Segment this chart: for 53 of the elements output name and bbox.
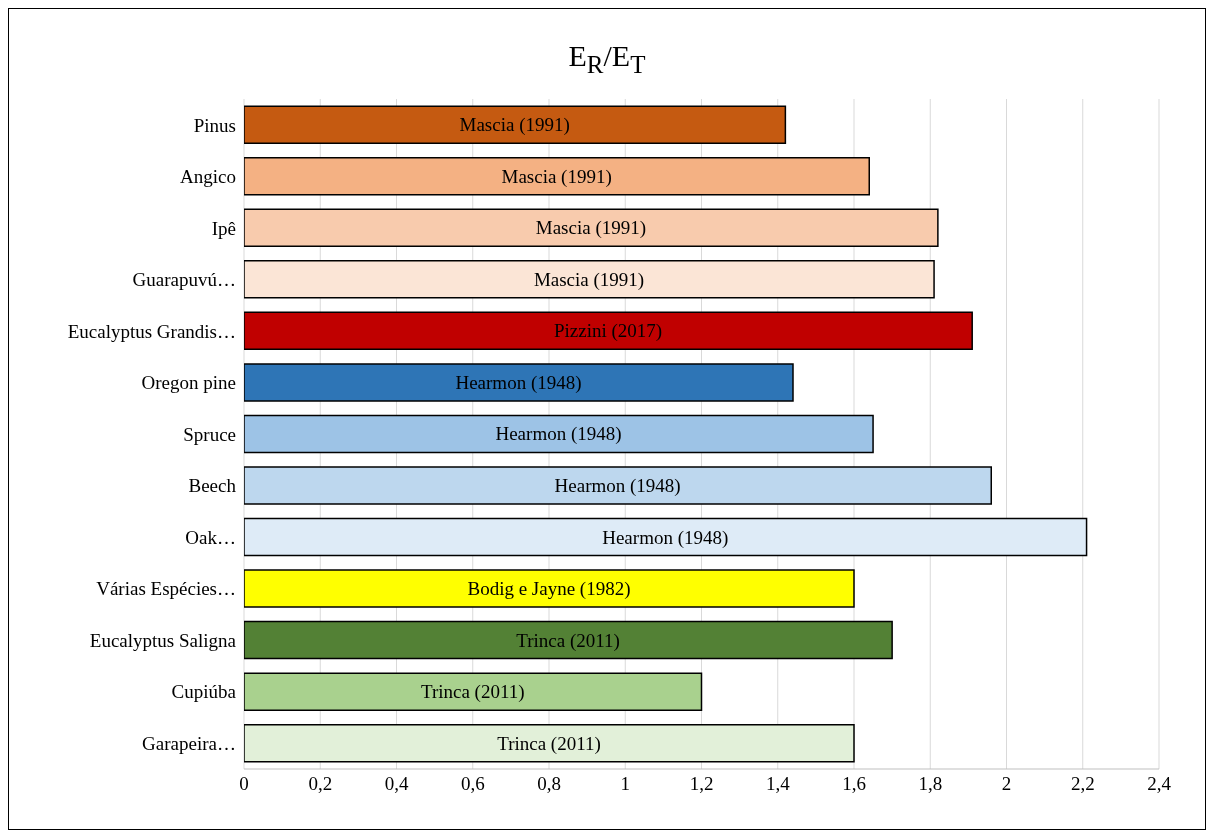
- x-tick-label: 0,4: [384, 773, 409, 795]
- annotation: Mascia (1991): [535, 217, 647, 240]
- bar: [244, 157, 870, 196]
- annotation: Mascia (1991): [533, 268, 645, 291]
- x-tick-label: 0,8: [537, 773, 561, 795]
- annotation: Trinca (2011): [497, 732, 601, 755]
- y-tick-label: Beech: [188, 475, 237, 497]
- x-tick-label: 2: [1001, 773, 1012, 795]
- bar: [244, 311, 973, 351]
- bar: [244, 466, 992, 505]
- bar: [244, 208, 939, 248]
- x-tick-label: 0: [239, 773, 249, 795]
- x-tick-label: 1: [620, 773, 630, 795]
- y-tick-label: Eucalyptus Saligna: [89, 629, 237, 651]
- annotation: Hearmon (1948): [455, 371, 582, 394]
- annotation: Trinca (2011): [516, 629, 620, 652]
- annotation: Hearmon (1948): [602, 526, 729, 549]
- annotation: Hearmon (1948): [554, 474, 681, 497]
- annotation: Bodig e Jayne (1982): [467, 578, 631, 601]
- y-tick-label: Eucalyptus Grandis…: [67, 320, 236, 342]
- annotation: Hearmon (1948): [495, 423, 622, 446]
- y-tick-label: Guarapuvú…: [132, 269, 236, 291]
- bar: [244, 363, 794, 402]
- annotation: Mascia (1991): [459, 114, 570, 137]
- bar: [244, 723, 855, 763]
- y-tick-label: Cupiúba: [171, 681, 237, 703]
- annotation: Mascia (1991): [501, 165, 612, 188]
- y-tick-label: Ipê: [211, 217, 236, 239]
- chart-title: E$_{R}$/E$_{T}$: [567, 38, 647, 80]
- y-tick-label: Pinus: [193, 114, 236, 136]
- bar: [244, 260, 935, 299]
- annotation: Trinca (2011): [420, 681, 525, 704]
- y-tick-label: Oregon pine: [141, 372, 236, 394]
- x-tick-label: 1,2: [689, 773, 714, 795]
- y-tick-label: Várias Espécies…: [96, 578, 236, 600]
- x-tick-label: 1,6: [842, 773, 866, 795]
- y-tick-label: Angico: [180, 166, 236, 188]
- bar: [244, 517, 1088, 557]
- bar: [244, 672, 703, 711]
- bar: [244, 569, 855, 608]
- y-tick-label: Garapeira…: [142, 732, 236, 754]
- y-tick-label: Spruce: [183, 423, 236, 445]
- annotation: Pizzini (2017): [554, 320, 663, 343]
- x-tick-label: 1,4: [765, 773, 791, 795]
- x-tick-label: 0,6: [460, 773, 485, 795]
- y-tick-label: Oak…: [185, 526, 236, 548]
- x-tick-label: 2,2: [1070, 773, 1095, 795]
- x-tick-label: 2,4: [1147, 773, 1172, 795]
- bar: [244, 414, 874, 454]
- x-tick-label: 0,2: [308, 773, 333, 795]
- bar: [244, 105, 787, 144]
- bar: [244, 620, 893, 660]
- x-tick-label: 1,8: [918, 773, 943, 795]
